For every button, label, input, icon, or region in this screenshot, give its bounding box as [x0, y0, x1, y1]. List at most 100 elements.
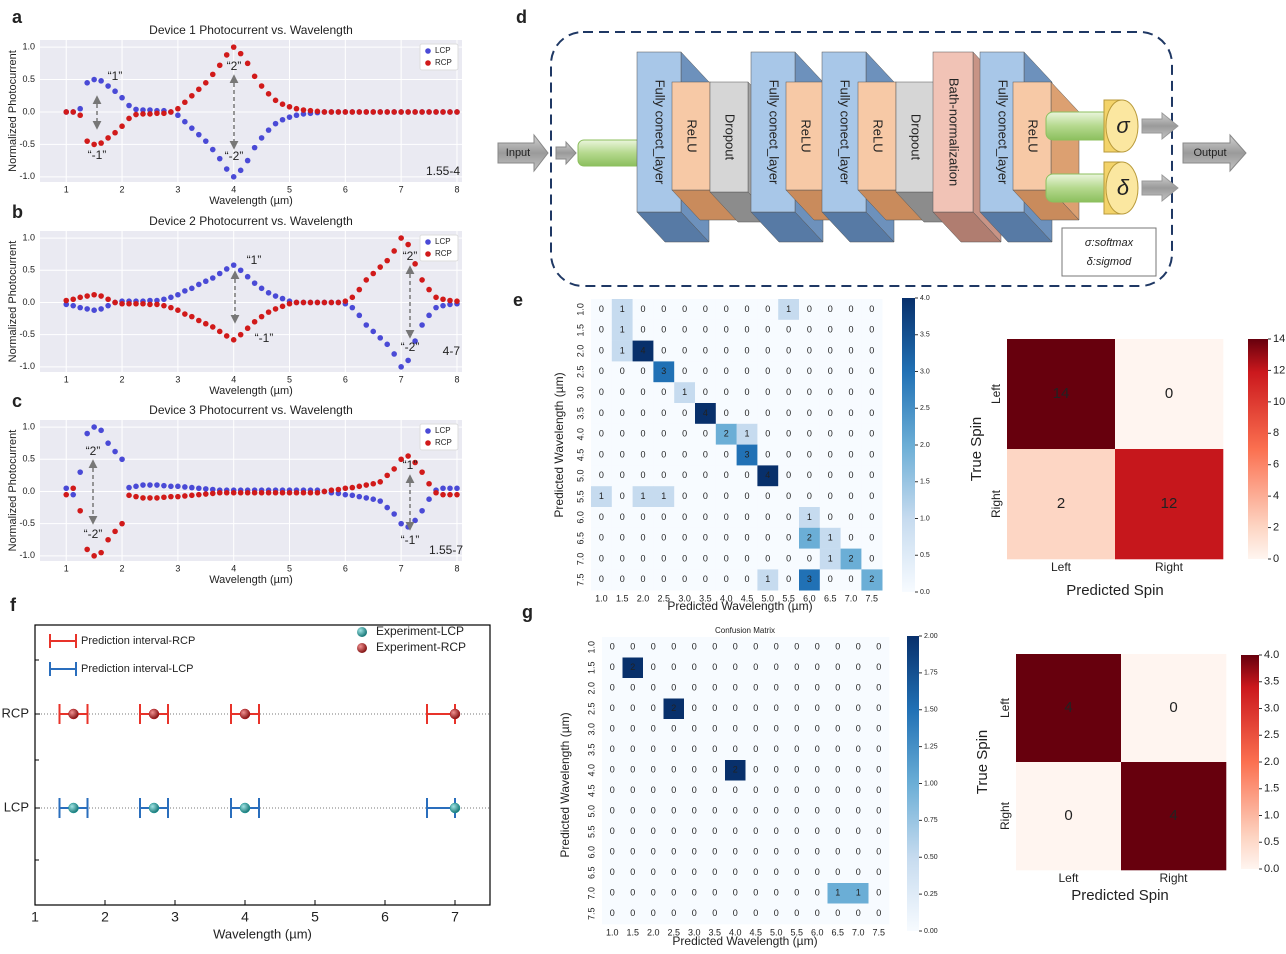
y-tick-label: -1.0: [19, 361, 35, 371]
cell-label: 0: [835, 908, 840, 918]
cell-label: 0: [630, 908, 635, 918]
data-point: [273, 98, 279, 104]
cell-label: 0: [744, 345, 749, 355]
data-point: [203, 321, 209, 327]
data-point: [363, 109, 369, 115]
cell-label: 0: [876, 744, 881, 754]
cell-label: 0: [765, 449, 770, 459]
cell-label: 0: [794, 724, 799, 734]
x-tick-label: Right: [1159, 871, 1188, 885]
cell-label: 0: [599, 553, 604, 563]
data-point: [126, 116, 132, 122]
data-point: [266, 91, 272, 97]
x-tick-label: 3: [175, 374, 180, 384]
cell-label: 0: [828, 470, 833, 480]
data-point: [301, 300, 307, 306]
cell-label: 0: [753, 662, 758, 672]
cell-label: 3: [807, 574, 812, 584]
cell-label: 0: [671, 724, 676, 734]
data-point: [147, 302, 153, 308]
data-point: [84, 293, 90, 299]
cell-label: 0: [828, 304, 833, 314]
annotation: “2”: [86, 444, 101, 458]
cell-label: 0: [774, 703, 779, 713]
colorbar: [902, 298, 915, 592]
cell-label: 0: [671, 765, 676, 775]
cell-label: 0: [786, 574, 791, 584]
data-point: [315, 300, 321, 306]
data-point: [238, 168, 244, 174]
data-point: [322, 300, 328, 306]
data-point: [259, 83, 265, 89]
colorbar-tick-label: 4.0: [920, 295, 930, 302]
data-point: [77, 508, 83, 514]
y-tick-label: 1.0: [22, 42, 35, 52]
cell-label: 0: [661, 449, 666, 459]
data-point: [238, 267, 244, 273]
data-point: [245, 158, 251, 164]
data-point: [126, 485, 132, 491]
data-point: [384, 109, 390, 115]
data-point: [370, 109, 376, 115]
cell-label: 0: [835, 867, 840, 877]
cell-label: 0: [794, 908, 799, 918]
x-tick-label: 7.0: [845, 594, 858, 604]
cell-label: 0: [640, 366, 645, 376]
x-tick-label: 1: [64, 563, 69, 573]
cell-label: 0: [640, 533, 645, 543]
colorbar-tick-label: 8: [1273, 427, 1279, 439]
cell-label: 0: [682, 470, 687, 480]
cell-label: 2: [1057, 495, 1065, 512]
data-point: [231, 262, 237, 268]
data-point: [210, 72, 216, 78]
cell-label: 0: [765, 533, 770, 543]
cell-label: 0: [733, 642, 738, 652]
cell-label: 0: [712, 703, 717, 713]
data-point: [175, 112, 181, 118]
data-point: [238, 332, 244, 338]
cell-label: 0: [869, 449, 874, 459]
data-point: [273, 306, 279, 312]
data-point: [363, 322, 369, 328]
colorbar-tick-label: 2.0: [1264, 756, 1279, 768]
colorbar-tick-label: 0.50: [924, 854, 938, 861]
data-point: [140, 301, 146, 307]
cell-label: 0: [774, 642, 779, 652]
data-point: [182, 484, 188, 490]
x-axis-label: Wavelength (µm): [209, 195, 293, 207]
data-point: [266, 290, 272, 296]
data-point: [105, 83, 111, 89]
cell-label: 0: [692, 847, 697, 857]
data-point: [356, 494, 362, 500]
x-tick-label: 6.5: [824, 594, 837, 604]
cell-label: 0: [765, 387, 770, 397]
data-point: [398, 364, 404, 370]
cell-label: 1: [765, 574, 770, 584]
cell-label: 0: [869, 491, 874, 501]
cell-label: 0: [630, 683, 635, 693]
data-point: [384, 505, 390, 511]
cell-label: 3: [744, 449, 749, 459]
cell-label: 0: [703, 366, 708, 376]
data-point: [231, 337, 237, 343]
cell-label: 0: [651, 765, 656, 775]
connector-arrow: [556, 142, 576, 164]
data-point: [133, 301, 139, 307]
y-axis-label: Predicted Wavelength (µm): [558, 712, 572, 857]
cell-label: 0: [610, 785, 615, 795]
data-point: [196, 282, 202, 288]
legend-label: σ:softmax: [1085, 237, 1134, 249]
data-point: [398, 109, 404, 115]
cell-label: 0: [640, 449, 645, 459]
data-point: [419, 322, 425, 328]
cell-label: 0: [794, 683, 799, 693]
data-point: [168, 109, 174, 115]
data-point: [370, 481, 376, 487]
data-point: [126, 493, 132, 499]
x-tick-label: 6: [343, 563, 348, 573]
cell-label: 0: [640, 325, 645, 335]
data-point: [63, 298, 69, 304]
data-point: [210, 491, 216, 497]
data-point: [140, 495, 146, 501]
x-tick-label: 2: [120, 563, 125, 573]
